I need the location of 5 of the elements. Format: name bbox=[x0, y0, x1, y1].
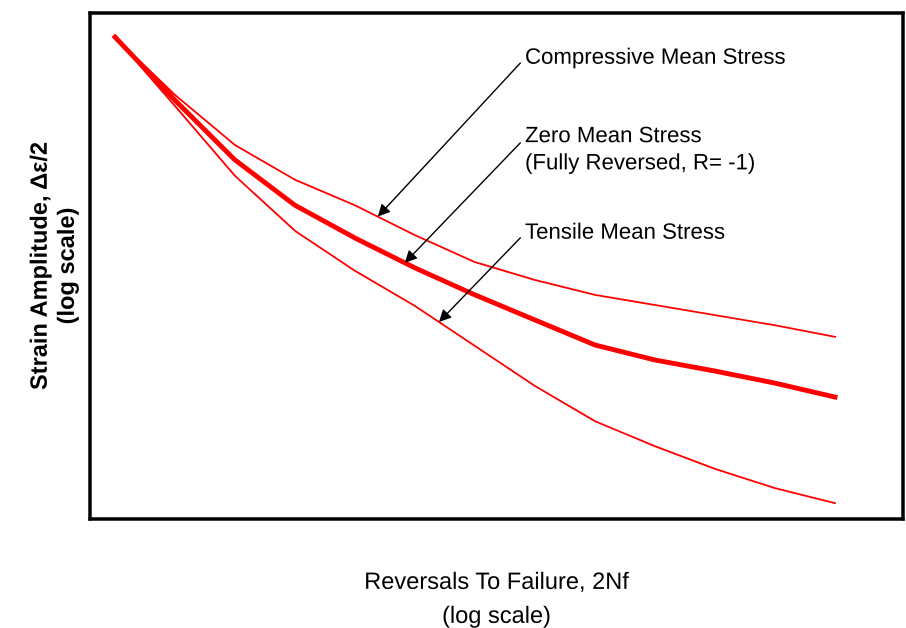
y-axis-title: Strain Amplitude, Δε/2 (log scale) bbox=[30, 142, 79, 390]
annotation: Tensile Mean Stress bbox=[526, 222, 724, 239]
annotation: Compressive Mean Stress bbox=[526, 48, 785, 68]
annotation: Zero Mean Stress (Fully Reversed, R= -1) bbox=[526, 126, 754, 174]
x-axis-title: Reversals To Failure, 2Nf (log scale) bbox=[366, 572, 629, 628]
